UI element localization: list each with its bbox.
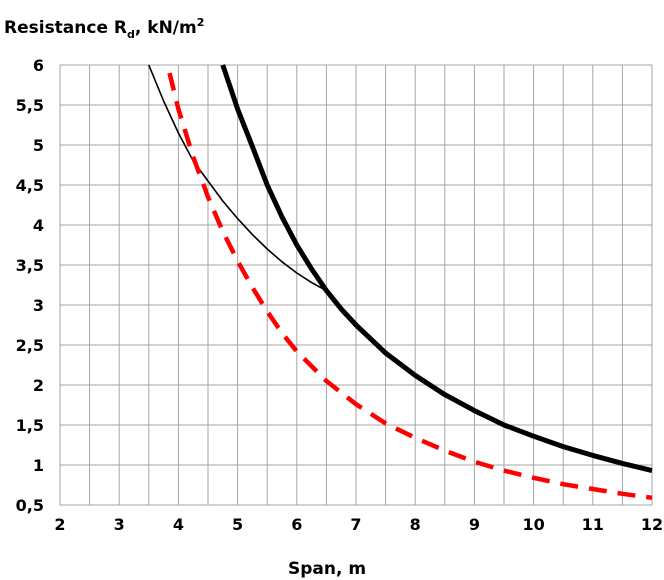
y-tick-labels: 0,5 1 1,5 2 2,5 3 3,5 4 4,5 5 5,5 6 <box>16 56 44 515</box>
y-axis-title: Resistance Rd, kN/m2 <box>4 16 204 41</box>
x-axis-title: Span, m <box>288 559 366 579</box>
x-tick-labels: 2 3 4 5 6 7 8 9 10 11 12 <box>54 515 663 534</box>
y-tick-label: 6 <box>33 56 44 75</box>
x-tick-label: 8 <box>410 515 421 534</box>
y-axis-title-main: Resistance R <box>4 18 127 38</box>
series-line-thin <box>148 64 324 290</box>
y-tick-label: 1 <box>33 456 44 475</box>
grid <box>59 64 653 506</box>
x-tick-label: 4 <box>173 515 184 534</box>
series-line-dashed <box>167 72 653 501</box>
y-tick-label: 5,5 <box>16 96 44 115</box>
x-tick-label: 7 <box>350 515 361 534</box>
y-axis-title-rest: , kN/m <box>135 18 197 38</box>
x-tick-label: 6 <box>291 515 302 534</box>
x-tick-label: 12 <box>641 515 663 534</box>
y-tick-label: 4 <box>33 216 44 235</box>
series-group <box>148 64 653 501</box>
x-tick-label: 3 <box>114 515 125 534</box>
x-tick-label: 2 <box>54 515 65 534</box>
y-tick-label: 2 <box>33 376 44 395</box>
y-tick-label: 3 <box>33 296 44 315</box>
y-axis-title-sub: d <box>127 28 135 41</box>
x-tick-label: 10 <box>522 515 544 534</box>
y-tick-label: 4,5 <box>16 176 44 195</box>
y-tick-label: 1,5 <box>16 416 44 435</box>
x-tick-label: 9 <box>469 515 480 534</box>
y-tick-label: 5 <box>33 136 44 155</box>
x-tick-label: 5 <box>232 515 243 534</box>
y-tick-label: 0,5 <box>16 496 44 515</box>
plot-border <box>59 64 653 506</box>
y-tick-label: 2,5 <box>16 336 44 355</box>
x-tick-label: 11 <box>582 515 604 534</box>
y-tick-label: 3,5 <box>16 256 44 275</box>
y-axis-title-sup: 2 <box>197 16 205 29</box>
series-line-thick <box>220 64 653 474</box>
